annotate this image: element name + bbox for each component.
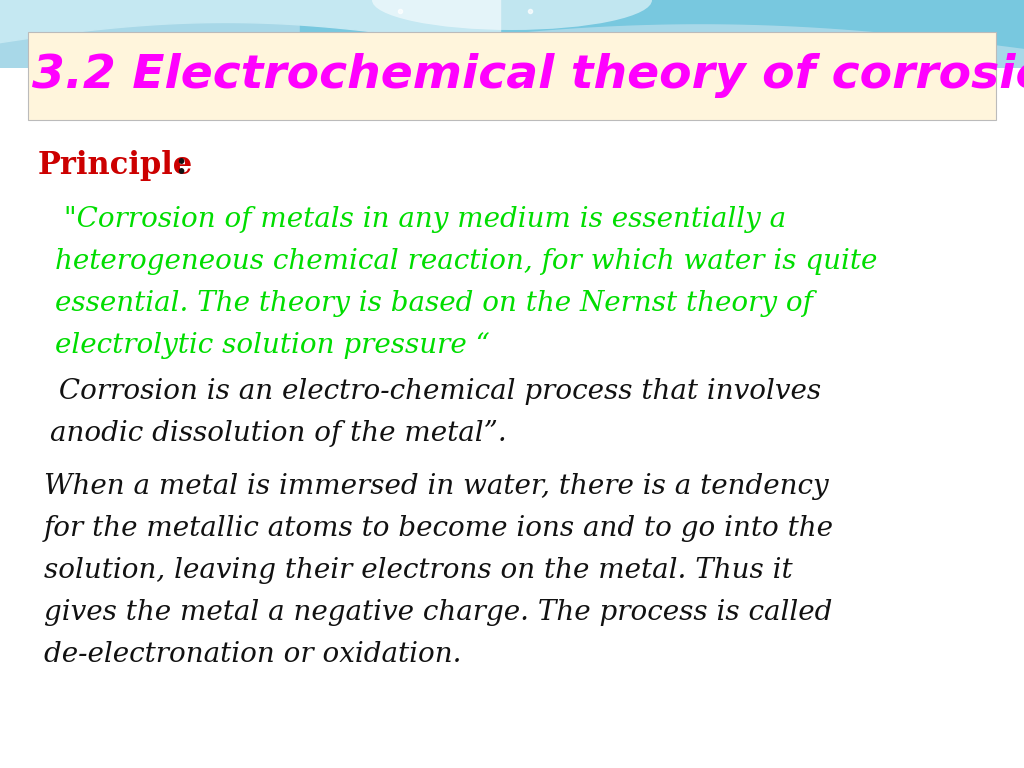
Text: electrolytic solution pressure “: electrolytic solution pressure “	[55, 332, 489, 359]
Text: de-electronation or oxidation.: de-electronation or oxidation.	[44, 641, 462, 668]
Text: When a metal is immersed in water, there is a tendency: When a metal is immersed in water, there…	[44, 473, 828, 500]
Text: 3.2 Electrochemical theory of corrosion: 3.2 Electrochemical theory of corrosion	[32, 54, 1024, 98]
Text: Corrosion is an electro-chemical process that involves: Corrosion is an electro-chemical process…	[50, 378, 821, 405]
Text: solution, leaving their electrons on the metal. Thus it: solution, leaving their electrons on the…	[44, 557, 793, 584]
Text: "Corrosion of metals in any medium is essentially a: "Corrosion of metals in any medium is es…	[55, 206, 786, 233]
Text: gives the metal a negative charge. The process is called: gives the metal a negative charge. The p…	[44, 599, 833, 626]
Text: for the metallic atoms to become ions and to go into the: for the metallic atoms to become ions an…	[44, 515, 834, 542]
Text: Principle: Principle	[38, 150, 194, 181]
Text: :: :	[175, 150, 186, 181]
Text: essential. The theory is based on the Nernst theory of: essential. The theory is based on the Ne…	[55, 290, 813, 317]
Text: heterogeneous chemical reaction, for which water is quite: heterogeneous chemical reaction, for whi…	[55, 248, 878, 275]
Text: anodic dissolution of the metal”.: anodic dissolution of the metal”.	[50, 420, 507, 447]
FancyBboxPatch shape	[28, 32, 996, 120]
Ellipse shape	[372, 0, 652, 30]
Bar	[0, 0, 1024, 68]
